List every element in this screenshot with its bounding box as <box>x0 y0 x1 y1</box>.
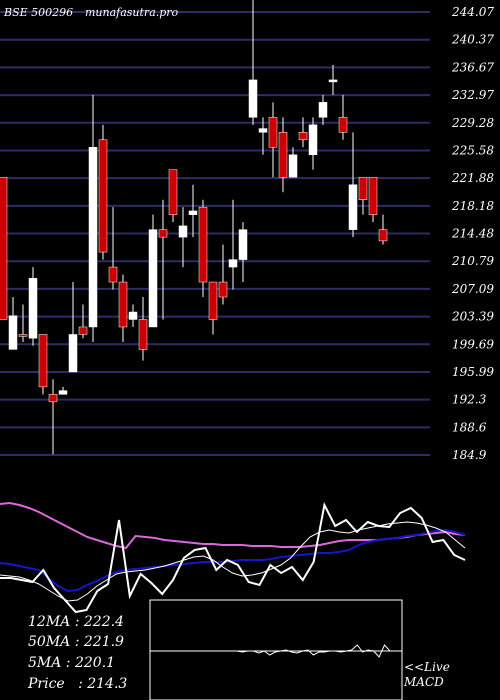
candle-down <box>218 281 228 298</box>
candle-up <box>348 184 358 230</box>
candle-up <box>308 124 318 156</box>
y-tick-label: 221.88 <box>451 171 494 185</box>
moving-average-lines <box>0 501 466 614</box>
y-axis-ticks: 244.07 240.37 236.67 232.97 229.28 225.58 221.… <box>451 5 494 462</box>
candle-up <box>68 334 78 373</box>
candle-down <box>108 266 118 283</box>
candle-down <box>208 281 218 320</box>
candle-down <box>358 176 368 200</box>
ma-line <box>0 528 466 593</box>
candle-up <box>288 154 298 178</box>
watermark-ticker: BSE 500296 <box>3 6 73 19</box>
ma-line <box>0 501 466 614</box>
y-tick-label: 203.39 <box>451 310 494 324</box>
watermark-site: munafasutra.pro <box>85 6 179 19</box>
candle-down <box>138 319 148 350</box>
y-tick-label: 207.09 <box>451 282 494 296</box>
macd-live-label: <<Live <box>404 660 450 674</box>
y-tick-label: 195.99 <box>452 365 494 379</box>
candle-up <box>248 79 258 118</box>
candle-down <box>198 206 208 283</box>
y-tick-label: 240.37 <box>451 33 494 47</box>
y-tick-label: 214.48 <box>451 227 494 241</box>
stat-50ma: 50MA : 221.9 <box>28 634 124 650</box>
stat-price: Price : 214.3 <box>28 676 128 692</box>
candle-down <box>158 229 168 238</box>
y-tick-label: 229.28 <box>451 116 494 130</box>
y-tick-label: 184.9 <box>452 448 487 462</box>
candle-up <box>318 102 328 118</box>
candle-down <box>48 394 58 403</box>
y-tick-label: 218.18 <box>451 199 494 213</box>
candle-down <box>118 281 128 328</box>
y-tick-label: 236.67 <box>451 60 494 74</box>
candle-up <box>188 210 198 215</box>
macd-label: MACD <box>404 675 444 689</box>
candle-down <box>38 334 48 388</box>
candle-down <box>368 176 378 215</box>
y-tick-label: 232.97 <box>451 88 494 102</box>
macd-signal-line <box>215 644 391 658</box>
candle-down <box>18 334 28 337</box>
stat-5ma: 5MA : 220.1 <box>28 655 116 671</box>
candle-up <box>148 229 158 328</box>
candlesticks <box>0 0 388 455</box>
candle-down <box>78 326 88 335</box>
candle-up <box>328 79 338 83</box>
candle-down <box>98 139 108 253</box>
ma-line <box>0 521 466 602</box>
candle-up <box>128 311 138 320</box>
y-tick-label: 244.07 <box>451 5 494 19</box>
y-tick-label: 192.3 <box>452 393 487 407</box>
candle-down <box>278 132 288 178</box>
candle-down <box>378 229 388 242</box>
y-tick-label: 225.58 <box>451 143 494 157</box>
candle-down <box>298 132 308 141</box>
stat-12ma: 12MA : 222.4 <box>28 614 124 630</box>
candle-up <box>238 229 248 260</box>
y-tick-label: 199.69 <box>452 337 494 351</box>
candle-up <box>178 225 188 238</box>
candle-down <box>168 169 178 215</box>
candle-up <box>58 390 68 395</box>
candle-up <box>8 315 18 350</box>
candle-up <box>28 278 38 339</box>
candle-up <box>258 128 268 133</box>
candle-down <box>0 176 8 320</box>
y-tick-label: 188.6 <box>452 420 487 434</box>
candle-up <box>88 147 98 328</box>
candle-up <box>228 259 238 268</box>
y-tick-label: 210.79 <box>451 254 494 268</box>
candle-down <box>338 117 348 133</box>
candle-down <box>268 117 278 148</box>
macd-panel <box>149 599 403 700</box>
